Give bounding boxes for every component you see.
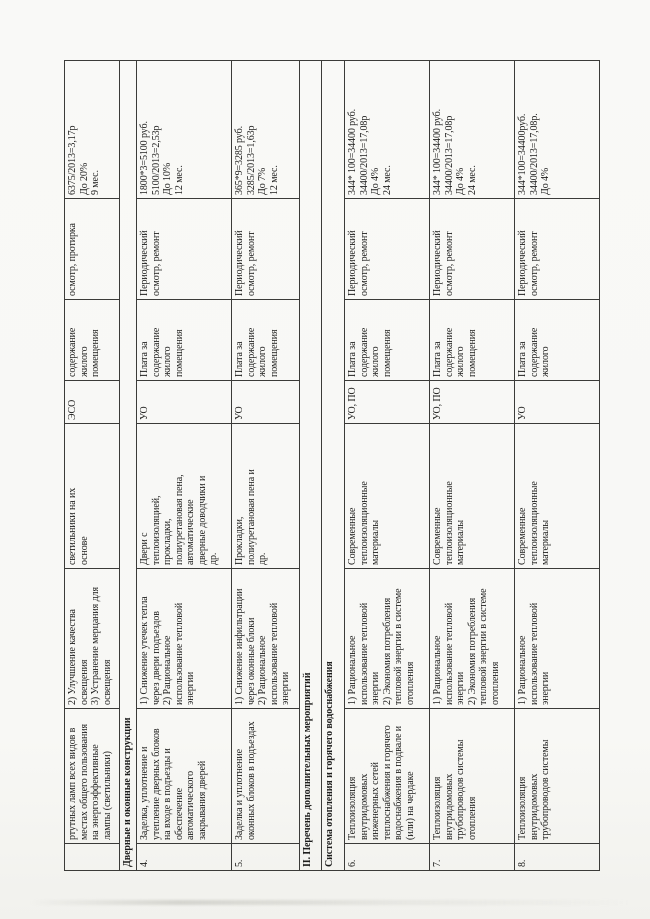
row6-effects-cell: 1) Рациональное использование тепловой э… [344,568,430,709]
row8-effects-cell: 1) Рациональное использование тепловой э… [514,568,600,709]
row5-payment-cell: Плата за содержание жилого помещения [231,299,300,381]
row6-name-cell: Теплоизоляция внутридомовых инженерных с… [344,708,430,844]
row4-name-cell: Заделка, уплотнение и утепление дверных … [136,708,232,844]
row5-cost-cell: 365*9=3285 руб. 3285/2013=1,63р До 7% 12… [231,60,300,199]
row6-cost-cell: 344* 100=34400 руб. 34400/2013=17,08р До… [344,60,430,199]
row4-effects-cell: 1) Снижение утечек тепла через двери под… [136,568,232,709]
row6-payment-cell: Плата за содержание жилого помещения [344,299,430,381]
rowA-name-cell: ртутных ламп всех видов в местах общего … [64,708,120,844]
row7-cost-cell: 344* 100=34400 руб. 34400/2013=17,08р До… [429,60,515,199]
row8-cost-cell: 344*100=34400руб. 34400/2013=17,08р. До … [514,60,600,199]
table-row-6: 6. Теплоизоляция внутридомовых инженерны… [344,60,430,871]
row7-number-cell: 7. [429,843,515,871]
row6-responsible-cell: УО, ПО [344,380,430,424]
row6-service-cell: Периодический осмотр, ремонт [344,198,430,300]
rowA-responsible-cell: ЭСО [64,380,120,424]
section-row-heating-hws: Система отопления и горячего водоснабжен… [321,60,345,871]
table-row-7: 7. Теплоизоляция внутридомовых трубопров… [429,60,515,871]
row4-responsible-cell: УО [136,380,232,424]
section-header-heating-hws: Система отопления и горячего водоснабжен… [321,60,345,871]
scan-artifact-streak [30,900,630,905]
row6-number-cell: 6. [344,843,430,871]
row4-cost-cell: 1800*3=5100 руб. 5100/2013=2,53р До 10% … [136,60,232,199]
row5-effects-cell: 1) Снижение инфильтрации через оконные б… [231,568,300,709]
rowA-service-cell: осмотр, протирка [64,198,120,300]
section-header-doors-windows: Дверные и оконные конструкции [119,60,137,871]
rowA-effects-cell: 2) Улучшение качества освещения 3) Устра… [64,568,120,709]
table-row-partial: ртутных ламп всех видов в местах общего … [64,60,120,871]
row7-name-cell: Теплоизоляция внутридомовых трубопроводо… [429,708,515,844]
row5-name-cell: Заделка и уплотнение оконных блоков в по… [231,708,300,844]
section-row-doors-windows: Дверные и оконные конструкции [119,60,137,871]
energy-measures-table: ртутных ламп всех видов в местах общего … [64,60,600,871]
row7-effects-cell: 1) Рациональное использование тепловой э… [429,568,515,709]
row4-service-cell: Периодический осмотр, ремонт [136,198,232,300]
rowA-number-cell [64,843,120,871]
row8-materials-cell: Современные теплоизоляционные материалы [514,423,600,569]
section-header-additional-measures: II. Перечень дополнительных мероприятий [299,60,322,871]
row7-materials-cell: Современные теплоизоляционные материалы [429,423,515,569]
row5-service-cell: Периодический осмотр, ремонт [231,198,300,300]
rowA-payment-cell: содержание жилого помещения [64,299,120,381]
row4-payment-cell: Плата за содержание жилого помещения [136,299,232,381]
row6-materials-cell: Современные теплоизоляционные материалы [344,423,430,569]
row5-materials-cell: Прокладки, полиуретановая пена и др. [231,423,300,569]
row8-name-cell: Теплоизоляция внутридомовых трубопроводо… [514,708,600,844]
rotated-table-container: ртутных ламп всех видов в местах общего … [64,60,600,871]
row4-number-cell: 4. [136,843,232,871]
table-row-4: 4. Заделка, уплотнение и утепление дверн… [136,60,232,871]
row8-payment-cell: Плата за содержание жилого [514,299,600,381]
rowA-cost-cell: 6375/2013=3,17р До 20% 9 мес. [64,60,120,199]
row8-responsible-cell: УО [514,380,600,424]
row8-service-cell: Периодический осмотр, ремонт [514,198,600,300]
row5-number-cell: 5. [231,843,300,871]
table-row-5: 5. Заделка и уплотнение оконных блоков в… [231,60,300,871]
row8-number-cell: 8. [514,843,600,871]
table-row-8: 8. Теплоизоляция внутридомовых трубопров… [514,60,600,871]
row4-materials-cell: Двери с теплоизоляцией, прокладки, полиу… [136,423,232,569]
row7-payment-cell: Плата за содержание жилого помещения [429,299,515,381]
rowA-materials-cell: светильники на их основе [64,423,120,569]
row7-service-cell: Периодический осмотр, ремонт [429,198,515,300]
section-row-additional-measures: II. Перечень дополнительных мероприятий [299,60,322,871]
row5-responsible-cell: УО [231,380,300,424]
row7-responsible-cell: УО, ПО [429,380,515,424]
